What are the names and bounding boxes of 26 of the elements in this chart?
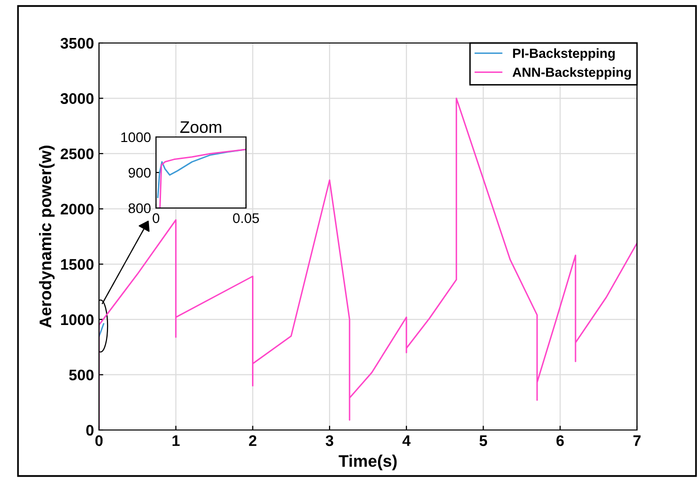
- y-axis-title: Aerodynamic power(w): [39, 146, 55, 328]
- y-tick-label: 2500: [60, 148, 94, 160]
- line-series: [159, 148, 246, 208]
- y-tick-label: 1000: [121, 132, 151, 142]
- chart-title: Zoom: [180, 121, 222, 133]
- y-tick-label: 3500: [60, 38, 94, 49]
- legend-label: PI-Backstepping: [513, 48, 615, 61]
- x-tick-label: 0: [95, 435, 103, 446]
- x-tick-label: 5: [480, 435, 488, 446]
- y-tick-label: 500: [69, 370, 94, 380]
- x-tick-label: 7: [633, 435, 641, 446]
- y-tick-label: 1000: [61, 314, 94, 326]
- x-tick-label: 4: [402, 435, 411, 446]
- y-tick-label: 3000: [60, 93, 94, 104]
- legend-label: ANN-Backstepping: [512, 67, 631, 80]
- x-tick-label: 0.05: [233, 213, 259, 224]
- y-tick-label: 2000: [60, 204, 94, 215]
- x-tick-label: 1: [172, 435, 180, 446]
- y-tick-label: 1500: [61, 259, 94, 270]
- y-tick-label: 900: [128, 168, 151, 178]
- x-tick-label: 2: [248, 435, 256, 446]
- x-tick-label: 6: [556, 435, 564, 446]
- x-axis-title: Time(s): [338, 454, 397, 470]
- x-tick-label: 3: [326, 435, 334, 446]
- y-tick-label: 0: [86, 424, 94, 436]
- y-tick-label: 800: [128, 203, 151, 214]
